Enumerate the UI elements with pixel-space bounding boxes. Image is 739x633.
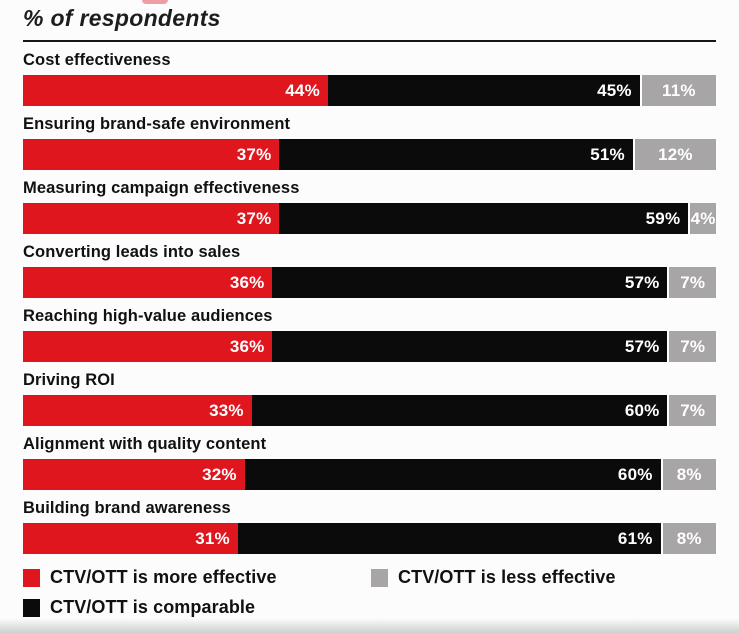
bar-segment-comparable: 45% (327, 75, 640, 106)
legend-item-label: CTV/OTT is less effective (398, 567, 616, 587)
bar-value-label: 57% (624, 272, 660, 292)
bar-segment-comparable: 57% (272, 331, 668, 362)
bar-value-label: 36% (229, 336, 265, 356)
bar-value-label: 61% (617, 528, 653, 548)
bar-segment-less-effective: 7% (667, 267, 716, 298)
bar-value-label: 60% (624, 400, 660, 420)
bar-segment-comparable: 51% (279, 139, 633, 170)
bar-segment-less-effective: 7% (667, 331, 716, 362)
cropped-red-artifact (142, 0, 168, 4)
stacked-bar: 36% 57% 7% (23, 331, 716, 362)
bar-value-label: 44% (285, 80, 320, 100)
bar-segment-more-effective: 36% (23, 331, 273, 362)
category-label: Building brand awareness (23, 499, 231, 517)
chart-title: % of respondents (23, 5, 221, 31)
bar-segment-more-effective: 36% (23, 267, 273, 298)
bar-value-label: 7% (680, 336, 706, 356)
legend-item-more-effective: CTV/OTT is more effective (23, 567, 371, 588)
stacked-bar: 37% 59% 4% (23, 203, 716, 234)
bar-value-label: 4% (690, 208, 716, 228)
bar-value-label: 51% (590, 144, 625, 164)
legend-item-less-effective: CTV/OTT is less effective (371, 567, 716, 588)
chart-content: % of respondents Cost effectiveness 44% 45… (23, 5, 716, 618)
legend-item-comparable: CTV/OTT is comparable (23, 597, 371, 618)
bar-value-label: 33% (209, 400, 244, 420)
bottom-shadow (0, 618, 739, 633)
bar-value-label: 11% (662, 80, 696, 100)
bar-value-label: 7% (680, 272, 706, 292)
bar-segment-more-effective: 37% (23, 139, 280, 170)
bar-segment-comparable: 60% (251, 395, 668, 426)
category-label: Cost effectiveness (23, 51, 171, 69)
bar-segment-less-effective: 8% (660, 459, 716, 490)
bar-value-label: 12% (658, 144, 693, 164)
bar-group: Reaching high-value audiences 36% 57% 7% (23, 307, 716, 362)
bar-value-label: 8% (676, 528, 702, 548)
bar-segment-more-effective: 44% (23, 75, 328, 106)
legend-swatch-black (23, 598, 40, 617)
bar-value-label: 31% (195, 528, 230, 548)
category-label: Ensuring brand-safe environment (23, 115, 291, 133)
bar-segment-more-effective: 32% (23, 459, 245, 490)
stacked-bar: 44% 45% 11% (23, 75, 716, 106)
bar-segment-more-effective: 33% (23, 395, 252, 426)
category-label: Driving ROI (23, 371, 115, 389)
bar-segment-more-effective: 31% (23, 523, 238, 554)
stacked-bar: 37% 51% 12% (23, 139, 716, 170)
legend-item-label: CTV/OTT is comparable (50, 597, 256, 617)
bar-value-label: 45% (597, 80, 632, 100)
legend: CTV/OTT is more effective CTV/OTT is les… (23, 567, 716, 618)
bar-segment-more-effective: 37% (23, 203, 280, 234)
legend-item-label: CTV/OTT is more effective (50, 567, 277, 587)
category-label: Reaching high-value audiences (23, 307, 273, 325)
stacked-bar: 33% 60% 7% (23, 395, 716, 426)
bar-value-label: 7% (680, 400, 706, 420)
legend-swatch-gray (371, 568, 388, 587)
category-label: Measuring campaign effectiveness (23, 179, 300, 197)
stacked-bar: 31% 61% 8% (23, 523, 716, 554)
bar-segment-less-effective: 4% (688, 203, 716, 234)
bar-value-label: 57% (624, 336, 660, 356)
bar-value-label: 8% (676, 464, 702, 484)
bar-value-label: 37% (236, 208, 272, 228)
bar-segment-less-effective: 11% (639, 75, 716, 106)
bar-segment-less-effective: 12% (632, 139, 716, 170)
bar-segment-comparable: 61% (237, 523, 661, 554)
bar-group: Cost effectiveness 44% 45% 11% (23, 51, 716, 106)
bar-value-label: 37% (236, 144, 272, 164)
category-label: Alignment with quality content (23, 435, 267, 453)
stacked-bar: 36% 57% 7% (23, 267, 716, 298)
bar-segment-less-effective: 7% (667, 395, 716, 426)
title-rule (23, 40, 716, 42)
stacked-bar: 32% 60% 8% (23, 459, 716, 490)
bar-group: Alignment with quality content 32% 60% 8% (23, 435, 716, 490)
bar-value-label: 32% (202, 464, 237, 484)
bar-segment-less-effective: 8% (660, 523, 716, 554)
bar-value-label: 36% (229, 272, 265, 292)
bar-group: Ensuring brand-safe environment 37% 51% 12% (23, 115, 716, 170)
bar-segment-comparable: 57% (272, 267, 668, 298)
bar-segment-comparable: 60% (244, 459, 661, 490)
category-label: Converting leads into sales (23, 243, 241, 261)
bar-value-label: 60% (617, 464, 653, 484)
bar-segment-comparable: 59% (279, 203, 689, 234)
bars-container: Cost effectiveness 44% 45% 11% Ensuring bran… (23, 51, 716, 554)
bar-value-label: 59% (645, 208, 681, 228)
bar-group: Driving ROI 33% 60% 7% (23, 371, 716, 426)
legend-swatch-red (23, 568, 40, 587)
bar-group: Measuring campaign effectiveness 37% 59% 4% (23, 179, 716, 234)
bar-group: Converting leads into sales 36% 57% 7% (23, 243, 716, 298)
bar-group: Building brand awareness 31% 61% 8% (23, 499, 716, 554)
